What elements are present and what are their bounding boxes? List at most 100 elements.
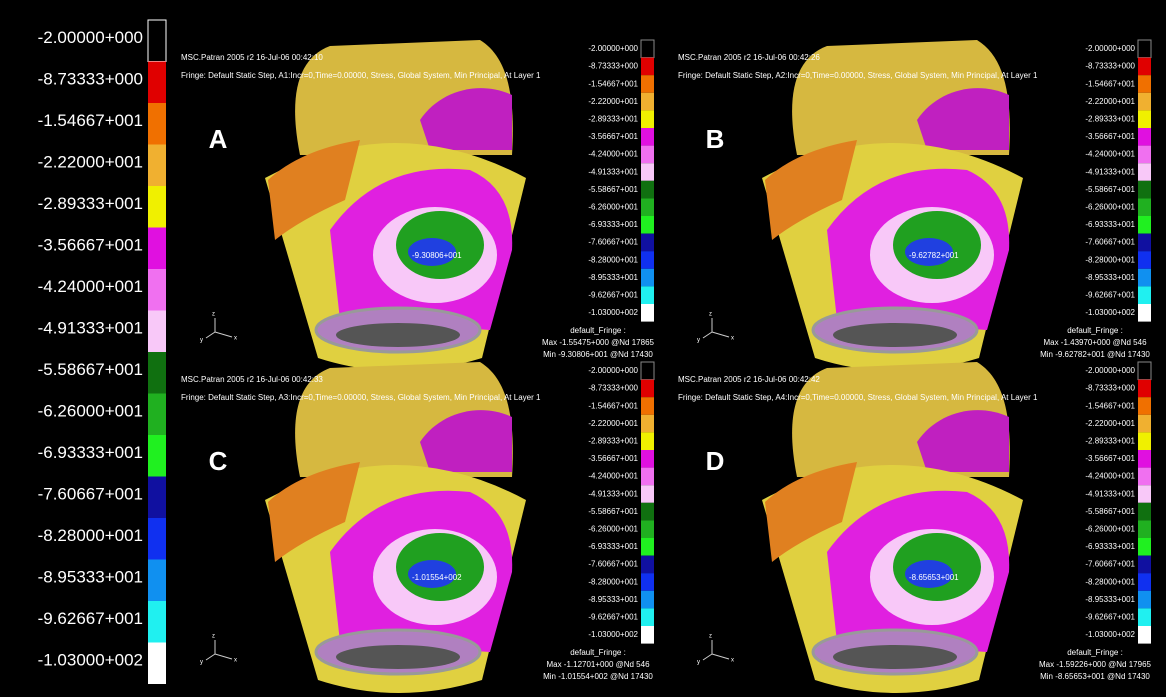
small-legend-label: -8.95333+001 (588, 595, 638, 604)
small-legend-label: -3.56667+001 (588, 454, 638, 463)
small-legend-swatch (641, 286, 654, 304)
small-legend-swatch (641, 58, 654, 76)
triad-label: x (234, 336, 237, 342)
triad-label: y (200, 338, 203, 344)
small-legend-label: -8.28000+001 (1085, 577, 1135, 586)
small-legend-swatch (1138, 556, 1151, 574)
small-legend-label: -4.24000+001 (588, 472, 638, 481)
fringe-info: Fringe: Default Static Step, A3:Incr=0,T… (181, 393, 541, 402)
figure: -2.00000+000 -8.73333+000 -1.54667+001 -2.2… (0, 0, 1166, 697)
small-legend-swatch (641, 362, 654, 380)
small-legend-label: -7.60667+001 (1085, 238, 1135, 247)
probe-label: -9.62782+001 (909, 251, 959, 260)
legend-label: -6.26000+001 (38, 402, 143, 421)
small-legend-swatch (1138, 198, 1151, 216)
legend-swatch (148, 269, 166, 311)
legend-label: -4.91333+001 (38, 319, 143, 338)
small-legend-swatch (641, 520, 654, 538)
small-legend-label: -4.24000+001 (1085, 150, 1135, 159)
small-legend-swatch (1138, 626, 1151, 644)
small-legend-label: -6.26000+001 (1085, 525, 1135, 534)
model-hole (336, 645, 460, 669)
small-legend-label: -1.54667+001 (588, 401, 638, 410)
small-legend-swatch (641, 468, 654, 486)
small-legend-swatch (1138, 520, 1151, 538)
legend-label: -8.28000+001 (38, 526, 143, 545)
small-legend-swatch (1138, 573, 1151, 591)
small-legend-swatch (641, 415, 654, 433)
timestamp: MSC.Patran 2005 r2 16-Jul-06 00:42:26 (678, 53, 820, 62)
small-legend-swatch (641, 163, 654, 181)
small-legend-swatch (1138, 110, 1151, 128)
small-legend-swatch (1138, 503, 1151, 521)
fringe-footer: Min -8.65653+001 @Nd 17430 (1040, 672, 1150, 681)
small-legend-label: -5.58667+001 (588, 185, 638, 194)
small-legend-swatch (1138, 58, 1151, 76)
small-legend-label: -2.89333+001 (588, 437, 638, 446)
small-legend-swatch (641, 380, 654, 398)
fringe-footer: Max -1.12701+000 @Nd 546 (546, 660, 650, 669)
legend-swatch (148, 145, 166, 187)
legend-swatch (148, 560, 166, 602)
small-legend-label: -1.54667+001 (588, 79, 638, 88)
small-legend-label: -9.62667+001 (1085, 613, 1135, 622)
panel-letter: B (706, 124, 725, 154)
legend-label: -5.58667+001 (38, 360, 143, 379)
small-legend-label: -4.91333+001 (588, 489, 638, 498)
small-legend-label: -4.91333+001 (1085, 489, 1135, 498)
small-legend-swatch (1138, 163, 1151, 181)
small-legend-label: -6.93333+001 (1085, 220, 1135, 229)
small-legend-swatch (641, 146, 654, 164)
small-legend-swatch (1138, 380, 1151, 398)
small-legend-label: -9.62667+001 (1085, 291, 1135, 300)
triad-label: y (697, 660, 700, 666)
small-legend-swatch (641, 181, 654, 199)
legend-swatch (148, 601, 166, 643)
legend-label: -9.62667+001 (38, 609, 143, 628)
small-legend-label: -6.26000+001 (1085, 203, 1135, 212)
legend-swatch (148, 311, 166, 353)
model-hole (336, 323, 460, 347)
small-legend-label: -9.62667+001 (588, 291, 638, 300)
small-legend-label: -4.91333+001 (588, 167, 638, 176)
small-legend-swatch (641, 397, 654, 415)
small-legend-swatch (641, 198, 654, 216)
small-legend-label: -7.60667+001 (588, 238, 638, 247)
legend-swatch (148, 643, 166, 685)
small-legend-label: -5.58667+001 (1085, 507, 1135, 516)
small-legend-label: -2.22000+001 (588, 419, 638, 428)
small-legend-swatch (1138, 362, 1151, 380)
fringe-info: Fringe: Default Static Step, A2:Incr=0,T… (678, 71, 1038, 80)
small-legend-swatch (641, 128, 654, 146)
small-legend-swatch (1138, 397, 1151, 415)
triad-label: z (212, 312, 215, 318)
small-legend-swatch (641, 556, 654, 574)
small-legend-label: -5.58667+001 (588, 507, 638, 516)
triad-label: y (200, 660, 203, 666)
small-legend-swatch (1138, 93, 1151, 111)
legend-swatch (148, 518, 166, 560)
small-legend-swatch (1138, 450, 1151, 468)
small-legend-swatch (641, 485, 654, 503)
small-legend-label: -2.22000+001 (1085, 97, 1135, 106)
small-legend-label: -8.73333+000 (1085, 384, 1135, 393)
small-legend-label: -8.73333+000 (588, 384, 638, 393)
triad-label: y (697, 338, 700, 344)
panel-letter: C (209, 446, 228, 476)
fringe-info: Fringe: Default Static Step, A4:Incr=0,T… (678, 393, 1038, 402)
fringe-footer: default_Fringe : (570, 648, 626, 657)
small-legend-label: -2.00000+000 (1085, 44, 1135, 53)
small-legend-swatch (1138, 216, 1151, 234)
legend-swatch (148, 394, 166, 436)
small-legend-swatch (1138, 251, 1151, 269)
legend-swatch (148, 62, 166, 104)
small-legend-label: -3.56667+001 (588, 132, 638, 141)
legend-label: -7.60667+001 (38, 485, 143, 504)
small-legend-label: -8.95333+001 (1085, 273, 1135, 282)
panel-letter: D (706, 446, 725, 476)
legend-swatch (148, 435, 166, 477)
legend-label: -2.89333+001 (38, 194, 143, 213)
small-legend-label: -3.56667+001 (1085, 454, 1135, 463)
small-legend-swatch (641, 432, 654, 450)
model-hole (833, 323, 957, 347)
